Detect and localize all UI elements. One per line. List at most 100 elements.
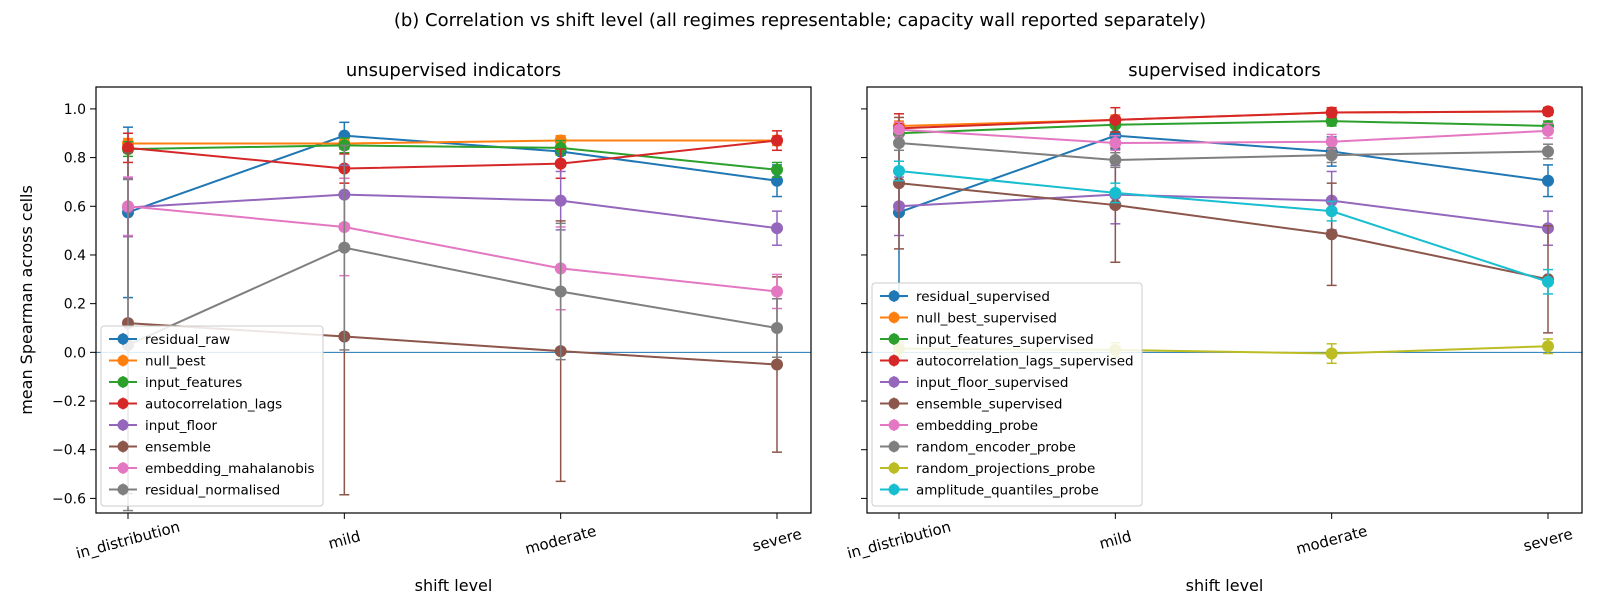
data-point: [1542, 275, 1554, 288]
legend-swatch-marker: [117, 355, 129, 366]
legend-swatch-marker: [888, 312, 900, 323]
data-point: [1542, 124, 1554, 137]
series-line: [127, 193, 778, 230]
legend-entry: input_floor: [109, 418, 217, 434]
series-residual_supervised: [893, 121, 1554, 299]
series-autocorrelation_lags: [122, 130, 783, 184]
data-point: [771, 222, 783, 235]
y-tick-label: −0.6: [52, 491, 86, 507]
series-line: [127, 205, 778, 293]
data-point: [1109, 136, 1122, 149]
subplot-title: supervised indicators: [1128, 60, 1321, 81]
legend-swatch-marker: [117, 419, 129, 431]
legend: residual_raw null_best input_featuresautoc…: [100, 325, 324, 507]
data-point: [1325, 106, 1338, 119]
legend-label: null_best: [145, 354, 206, 370]
legend-label: residual_normalised: [145, 483, 280, 499]
data-point: [1542, 105, 1554, 118]
legend-swatch-marker: [888, 355, 900, 366]
legend-entry: null_best: [109, 354, 206, 370]
legend-label: ensemble: [145, 440, 211, 456]
legend-entry: residual_normalised: [109, 483, 280, 499]
legend-label: autocorrelation_lags_supervised: [916, 354, 1134, 370]
data-point: [1325, 135, 1338, 148]
y-tick-label: −0.2: [52, 394, 86, 410]
data-point: [338, 241, 351, 254]
legend-swatch-marker: [117, 484, 129, 495]
legend-entry: amplitude_quantiles_probe: [880, 483, 1099, 499]
series-line: [898, 193, 1549, 230]
y-axis-label: mean Spearman across cells: [17, 185, 36, 415]
legend-label: input_features_supervised: [916, 332, 1094, 348]
data-point: [1325, 205, 1338, 218]
data-point: [1325, 347, 1338, 360]
axes-frame: [866, 86, 1583, 514]
series-input_features_supervised: [893, 115, 1554, 142]
series-residual_raw: [122, 121, 783, 299]
series-line: [127, 139, 778, 170]
legend-label: input_features: [145, 375, 242, 391]
data-point: [1325, 228, 1338, 241]
series-line: [898, 141, 1549, 162]
x-tick-label: in_distribution: [845, 518, 953, 564]
legend-swatch-marker: [888, 441, 900, 452]
legend-swatch-marker: [117, 398, 129, 409]
legend-swatch-marker: [888, 333, 900, 345]
legend-swatch-marker: [888, 376, 900, 388]
legend-swatch-marker: [888, 419, 900, 431]
x-tick-label: mild: [326, 527, 362, 553]
data-point: [893, 164, 905, 177]
data-point: [122, 141, 134, 154]
data-point: [1542, 145, 1554, 158]
x-axis-label: shift level: [1186, 576, 1264, 595]
series-line: [127, 144, 778, 171]
data-point: [1542, 174, 1554, 187]
series-amplitude_quantiles_probe: [893, 160, 1554, 295]
legend-swatch-marker: [117, 333, 129, 345]
legend-entry: ensemble: [109, 440, 211, 456]
subplot-1: unsupervised indicators 1.0 0.8 0.6 0.4 0.2 0.…: [17, 60, 812, 595]
data-point: [1109, 113, 1122, 126]
data-point: [1542, 340, 1554, 353]
legend-label: random_encoder_probe: [916, 440, 1076, 456]
legend-entry: residual_supervised: [880, 289, 1050, 305]
data-point: [554, 157, 567, 170]
legend-swatch-marker: [888, 484, 900, 495]
legend-label: embedding_probe: [916, 418, 1038, 434]
data-point: [771, 285, 783, 298]
subplot-2: supervised indicators in_distribution mild…: [845, 60, 1583, 595]
legend-entry: random_encoder_probe: [880, 440, 1076, 456]
legend-entry: embedding_mahalanobis: [109, 461, 315, 477]
x-tick-label: severe: [1521, 525, 1574, 555]
data-point: [893, 123, 905, 136]
y-tick-label: 0.4: [64, 248, 86, 264]
legend-entry: input_features: [109, 375, 242, 391]
y-tick-label: 1.0: [64, 102, 86, 118]
legend-label: residual_supervised: [916, 289, 1050, 305]
data-point: [771, 358, 783, 371]
series-input_floor_supervised: [893, 164, 1554, 246]
legend-entry: ensemble_supervised: [880, 397, 1062, 413]
subplot-title: unsupervised indicators: [346, 60, 561, 81]
legend-entry: autocorrelation_lags: [109, 397, 282, 413]
y-tick-label: 0.2: [64, 297, 86, 313]
data-point: [554, 194, 567, 207]
legend-label: amplitude_quantiles_probe: [916, 483, 1099, 499]
legend-swatch-marker: [888, 398, 900, 409]
x-tick-label: severe: [750, 525, 803, 555]
legend-label: ensemble_supervised: [916, 397, 1062, 413]
data-point: [893, 136, 905, 149]
series-line: [898, 128, 1549, 144]
legend-label: input_floor_supervised: [916, 375, 1068, 391]
legend-label: residual_raw: [145, 332, 230, 348]
data-point: [1109, 186, 1122, 199]
legend-entry: null_best_supervised: [880, 311, 1057, 327]
y-tick-label: 0.6: [64, 199, 86, 215]
x-tick-label: moderate: [1294, 522, 1369, 558]
data-point: [771, 321, 783, 334]
figure-suptitle: (b) Correlation vs shift level (all regi…: [394, 10, 1206, 31]
legend-box: [100, 325, 324, 507]
data-point: [554, 285, 567, 298]
legend-entry: autocorrelation_lags_supervised: [880, 354, 1134, 370]
